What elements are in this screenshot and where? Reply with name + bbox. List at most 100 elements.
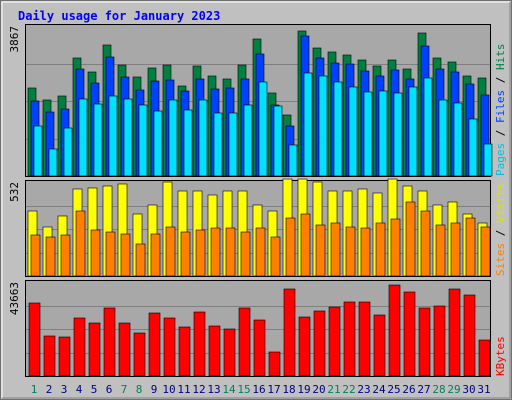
ymax-label-kbytes: 43663: [8, 282, 21, 315]
bar-kbytes-day-27: [418, 307, 431, 377]
bar-sites-day-19: [300, 213, 311, 277]
bar-sites-day-21: [330, 222, 341, 277]
bar-kbytes-day-17: [268, 351, 281, 377]
x-tick-label-12: 12: [192, 383, 205, 396]
bar-kbytes-day-16: [253, 319, 266, 377]
x-tick-label-6: 6: [106, 383, 113, 396]
bar-sites-day-24: [375, 222, 386, 277]
bar-kbytes-day-23: [358, 301, 371, 377]
bar-kbytes-day-18: [283, 288, 296, 377]
ymax-label-visits: 532: [8, 182, 21, 202]
bar-kbytes-day-8: [133, 332, 146, 377]
x-axis-labels: 1 2 3 4 5 6 7 8 9 10 11 12 13 14 15 16 17 18 19 20 21 22 23 24 2…: [31, 383, 491, 396]
bar-sites-day-11: [180, 231, 191, 277]
x-tick-label-22: 22: [342, 383, 355, 396]
bar-sites-day-26: [405, 201, 416, 277]
x-tick-label-5: 5: [91, 383, 98, 396]
bar-kbytes-day-5: [88, 322, 101, 377]
x-tick-label-15: 15: [237, 383, 250, 396]
bar-pages-day-5: [93, 103, 103, 177]
bar-pages-day-9: [153, 110, 163, 177]
bar-pages-day-24: [378, 90, 388, 177]
x-tick-label-10: 10: [162, 383, 175, 396]
bar-kbytes-day-13: [208, 325, 221, 377]
bar-pages-day-20: [318, 75, 328, 177]
bar-pages-day-12: [198, 99, 208, 177]
legend-files: Files: [494, 90, 507, 123]
bar-sites-day-30: [465, 217, 476, 277]
bar-kbytes-day-14: [223, 328, 236, 377]
bar-kbytes-day-30: [463, 294, 476, 377]
bar-sites-day-23: [360, 227, 371, 277]
x-tick-label-18: 18: [282, 383, 295, 396]
bar-kbytes-day-11: [178, 326, 191, 377]
bar-kbytes-day-22: [343, 301, 356, 377]
bar-sites-day-6: [105, 231, 116, 277]
bar-kbytes-day-1: [28, 302, 41, 377]
bar-kbytes-day-28: [433, 305, 446, 377]
bar-kbytes-day-6: [103, 307, 116, 377]
bars-layer: [27, 30, 493, 377]
bar-kbytes-day-9: [148, 312, 161, 377]
bar-kbytes-day-19: [298, 316, 311, 377]
x-tick-label-4: 4: [76, 383, 83, 396]
x-tick-label-17: 17: [267, 383, 280, 396]
x-tick-label-1: 1: [31, 383, 38, 396]
x-tick-label-25: 25: [387, 383, 400, 396]
bar-pages-day-29: [453, 102, 463, 177]
bar-kbytes-day-24: [373, 314, 386, 377]
bar-sites-day-4: [75, 210, 86, 277]
bar-pages-day-16: [258, 81, 268, 177]
legend-kbytes: KBytes: [494, 336, 507, 376]
bar-sites-day-5: [90, 229, 101, 277]
x-tick-label-28: 28: [432, 383, 445, 396]
bar-sites-day-16: [255, 227, 266, 277]
bar-kbytes-day-26: [403, 291, 416, 377]
bar-pages-day-14: [228, 112, 238, 177]
bar-pages-day-4: [78, 98, 88, 177]
x-tick-label-2: 2: [46, 383, 53, 396]
x-tick-label-24: 24: [372, 383, 386, 396]
bar-sites-day-27: [420, 210, 431, 277]
bar-kbytes-day-2: [43, 335, 56, 377]
bar-sites-day-18: [285, 217, 296, 277]
bar-sites-day-25: [390, 218, 401, 277]
legend-hits-files-pages: Pages / Files / Hits: [494, 44, 507, 177]
bar-pages-day-25: [393, 92, 403, 177]
chart-title: Daily usage for January 2023: [18, 9, 220, 23]
bar-sites-day-9: [150, 233, 161, 277]
x-tick-label-27: 27: [417, 383, 430, 396]
ymax-label-hits: 3867: [8, 26, 21, 53]
bar-pages-day-28: [438, 99, 448, 177]
bar-pages-day-13: [213, 112, 223, 177]
bar-pages-day-18: [288, 144, 298, 177]
bar-pages-day-30: [468, 118, 478, 177]
x-tick-label-16: 16: [252, 383, 265, 396]
x-tick-label-19: 19: [297, 383, 310, 396]
x-tick-label-14: 14: [222, 383, 236, 396]
bar-pages-day-26: [408, 86, 418, 177]
bar-sites-day-15: [240, 231, 251, 277]
bar-pages-day-8: [138, 104, 148, 177]
bar-pages-day-27: [423, 77, 433, 177]
bar-sites-day-17: [270, 236, 281, 277]
bar-kbytes-day-21: [328, 306, 341, 377]
bar-sites-day-14: [225, 227, 236, 277]
x-tick-label-30: 30: [462, 383, 475, 396]
legend-pages: Pages: [494, 143, 507, 176]
bar-kbytes-day-10: [163, 317, 176, 377]
bar-sites-day-8: [135, 243, 146, 277]
bar-pages-day-10: [168, 99, 178, 177]
bar-kbytes-day-12: [193, 311, 206, 377]
x-tick-label-7: 7: [121, 383, 128, 396]
bar-kbytes-day-3: [58, 336, 71, 377]
legend-visits: Visits: [494, 183, 507, 223]
x-tick-label-21: 21: [327, 383, 340, 396]
bar-sites-day-12: [195, 229, 206, 277]
bar-sites-day-7: [120, 233, 131, 277]
bar-sites-day-10: [165, 226, 176, 277]
bar-kbytes-day-29: [448, 288, 461, 377]
bar-kbytes-day-31: [478, 339, 491, 377]
bar-pages-day-2: [48, 148, 58, 177]
